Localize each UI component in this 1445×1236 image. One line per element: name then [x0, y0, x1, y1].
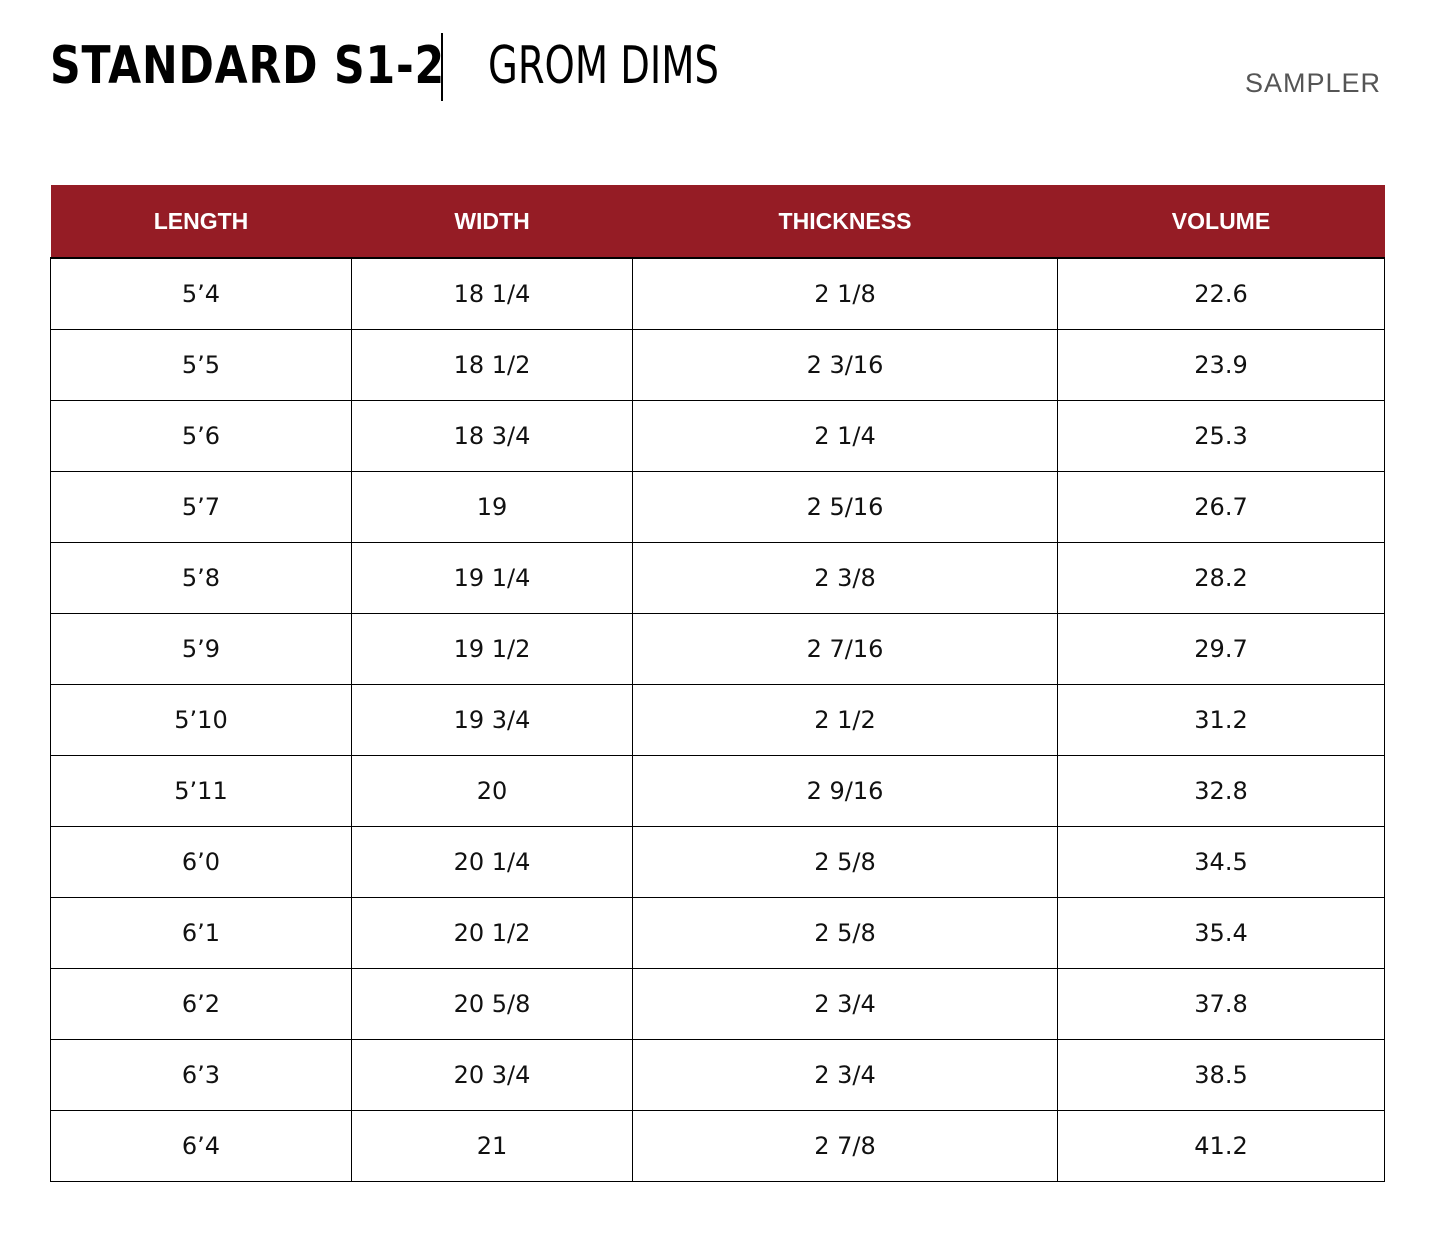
cell-width: 20 3/4: [351, 1039, 633, 1111]
cell-thickness: 2 1/4: [632, 400, 1058, 472]
cell-width: 18 3/4: [351, 400, 633, 472]
cell-thickness: 2 5/8: [632, 826, 1058, 898]
cell-thickness: 2 3/4: [632, 968, 1058, 1040]
table-header: LENGTH WIDTH THICKNESS VOLUME: [50, 185, 1385, 259]
cell-thickness: 2 1/2: [632, 684, 1058, 756]
title-divider: [441, 33, 443, 101]
cell-width: 20 5/8: [351, 968, 633, 1040]
column-header-volume: VOLUME: [1057, 185, 1385, 259]
cell-width: 19 1/4: [351, 542, 633, 614]
table-row: 5’8 19 1/4 2 3/8 28.2: [50, 542, 1385, 614]
cell-volume: 38.5: [1057, 1039, 1385, 1111]
table-row: 6’3 20 3/4 2 3/4 38.5: [50, 1039, 1385, 1111]
table-row: 5’9 19 1/2 2 7/16 29.7: [50, 613, 1385, 685]
table-row: 5’4 18 1/4 2 1/8 22.6: [50, 257, 1385, 330]
column-header-thickness: THICKNESS: [632, 185, 1058, 259]
table-row: 6’4 21 2 7/8 41.2: [50, 1110, 1385, 1182]
cell-width: 19 3/4: [351, 684, 633, 756]
table-row: 6’0 20 1/4 2 5/8 34.5: [50, 826, 1385, 898]
table-row: 5’10 19 3/4 2 1/2 31.2: [50, 684, 1385, 756]
cell-length: 6’1: [50, 897, 352, 969]
page-header: STANDARD S1-2 GROM DIMS SAMPLER: [0, 0, 1445, 130]
cell-length: 5’7: [50, 471, 352, 543]
cell-volume: 29.7: [1057, 613, 1385, 685]
cell-thickness: 2 7/16: [632, 613, 1058, 685]
cell-volume: 22.6: [1057, 257, 1385, 330]
cell-length: 6’2: [50, 968, 352, 1040]
cell-length: 6’3: [50, 1039, 352, 1111]
table-row: 5’11 20 2 9/16 32.8: [50, 755, 1385, 827]
cell-volume: 35.4: [1057, 897, 1385, 969]
dimensions-table-container: LENGTH WIDTH THICKNESS VOLUME 5’4 18 1/4 2…: [50, 185, 1385, 1182]
table-row: 6’1 20 1/2 2 5/8 35.4: [50, 897, 1385, 969]
table-header-row: LENGTH WIDTH THICKNESS VOLUME: [50, 185, 1385, 259]
cell-volume: 41.2: [1057, 1110, 1385, 1182]
cell-length: 5’10: [50, 684, 352, 756]
cell-length: 5’11: [50, 755, 352, 827]
cell-volume: 31.2: [1057, 684, 1385, 756]
cell-volume: 25.3: [1057, 400, 1385, 472]
column-header-width: WIDTH: [351, 185, 633, 259]
table-body: 5’4 18 1/4 2 1/8 22.6 5’5 18 1/2 2 3/16 23.9 5’6…: [50, 257, 1385, 1182]
cell-thickness: 2 9/16: [632, 755, 1058, 827]
cell-length: 5’9: [50, 613, 352, 685]
cell-thickness: 2 5/8: [632, 897, 1058, 969]
cell-width: 18 1/4: [351, 257, 633, 330]
cell-width: 20 1/4: [351, 826, 633, 898]
cell-volume: 37.8: [1057, 968, 1385, 1040]
cell-length: 6’0: [50, 826, 352, 898]
cell-width: 20 1/2: [351, 897, 633, 969]
cell-width: 19: [351, 471, 633, 543]
cell-volume: 26.7: [1057, 471, 1385, 543]
table-row: 5’5 18 1/2 2 3/16 23.9: [50, 329, 1385, 401]
cell-length: 5’5: [50, 329, 352, 401]
sampler-label: SAMPLER: [1244, 68, 1381, 98]
page-subtitle: GROM DIMS: [488, 36, 719, 96]
cell-length: 5’6: [50, 400, 352, 472]
cell-width: 20: [351, 755, 633, 827]
cell-thickness: 2 3/4: [632, 1039, 1058, 1111]
dimensions-table: LENGTH WIDTH THICKNESS VOLUME 5’4 18 1/4 2…: [50, 185, 1385, 1182]
cell-width: 21: [351, 1110, 633, 1182]
cell-volume: 23.9: [1057, 329, 1385, 401]
cell-volume: 32.8: [1057, 755, 1385, 827]
page-title: STANDARD S1-2: [50, 36, 446, 96]
cell-thickness: 2 1/8: [632, 257, 1058, 330]
table-row: 5’7 19 2 5/16 26.7: [50, 471, 1385, 543]
cell-thickness: 2 5/16: [632, 471, 1058, 543]
cell-thickness: 2 3/16: [632, 329, 1058, 401]
cell-volume: 28.2: [1057, 542, 1385, 614]
cell-length: 5’8: [50, 542, 352, 614]
column-header-length: LENGTH: [50, 185, 352, 259]
table-row: 5’6 18 3/4 2 1/4 25.3: [50, 400, 1385, 472]
cell-length: 6’4: [50, 1110, 352, 1182]
cell-thickness: 2 7/8: [632, 1110, 1058, 1182]
cell-width: 19 1/2: [351, 613, 633, 685]
cell-width: 18 1/2: [351, 329, 633, 401]
table-row: 6’2 20 5/8 2 3/4 37.8: [50, 968, 1385, 1040]
cell-thickness: 2 3/8: [632, 542, 1058, 614]
cell-volume: 34.5: [1057, 826, 1385, 898]
cell-length: 5’4: [50, 257, 352, 330]
